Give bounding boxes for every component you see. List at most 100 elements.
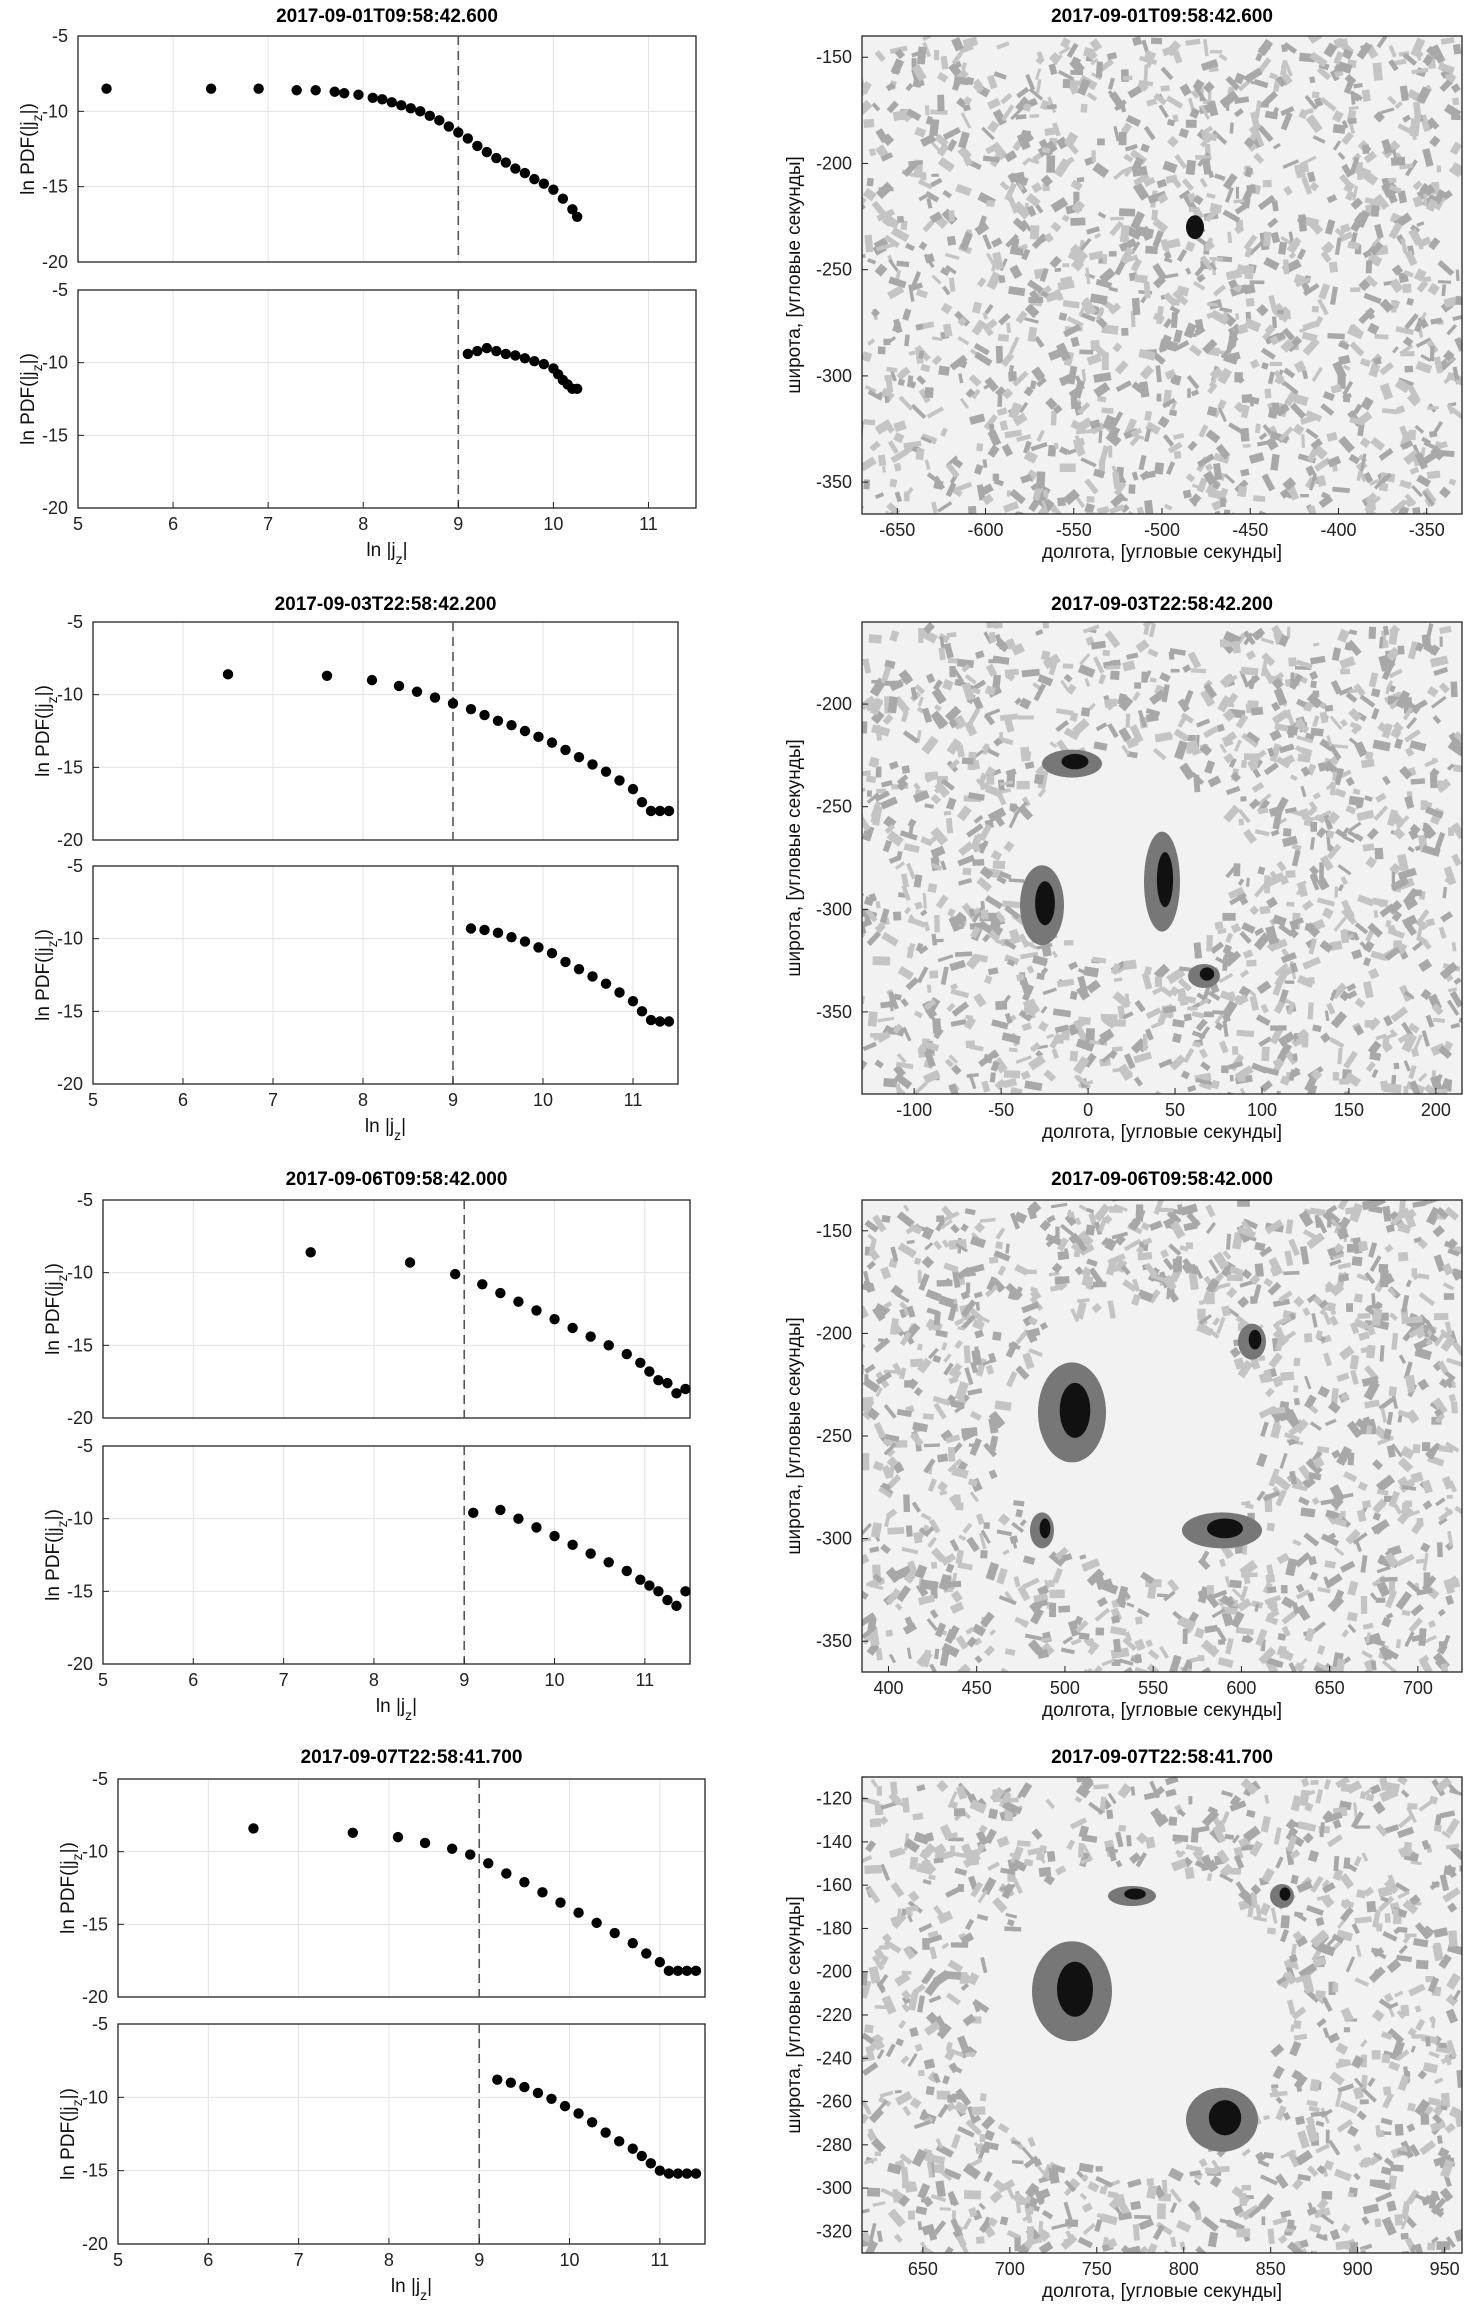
field-patch xyxy=(1352,931,1360,941)
field-patch xyxy=(1260,1003,1269,1014)
data-point xyxy=(510,163,521,174)
field-patch xyxy=(1241,759,1247,769)
field-patch xyxy=(1390,156,1406,166)
field-patch xyxy=(1077,1842,1085,1858)
field-patch xyxy=(1307,1849,1320,1863)
field-patch xyxy=(1332,1072,1340,1081)
field-patch xyxy=(1253,932,1271,951)
field-patch xyxy=(1378,482,1389,492)
field-patch xyxy=(1321,1895,1335,1909)
x-tick-label: 8 xyxy=(358,514,368,534)
field-patch xyxy=(901,1989,912,2001)
field-patch xyxy=(1379,1345,1385,1362)
field-patch xyxy=(1045,140,1058,153)
field-patch xyxy=(931,687,947,705)
field-patch xyxy=(1267,371,1275,385)
field-patch xyxy=(942,679,954,691)
field-patch xyxy=(1283,367,1296,379)
field-patch xyxy=(953,2101,969,2115)
field-patch xyxy=(1007,1797,1019,1803)
map-texture xyxy=(862,36,1462,514)
field-patch xyxy=(1365,260,1373,274)
field-patch xyxy=(999,780,1013,786)
data-point xyxy=(571,211,583,222)
field-patch xyxy=(1000,92,1013,105)
field-patch xyxy=(1334,886,1339,898)
field-patch xyxy=(936,2090,951,2100)
field-patch xyxy=(1196,718,1211,728)
field-patch xyxy=(1022,984,1035,1002)
field-patch xyxy=(974,650,985,659)
field-patch xyxy=(1356,1509,1367,1523)
field-patch xyxy=(1223,752,1235,764)
field-patch xyxy=(983,2170,993,2183)
field-patch xyxy=(1381,723,1393,739)
data-point xyxy=(635,1574,646,1585)
field-patch xyxy=(1164,368,1177,380)
data-point xyxy=(404,1257,416,1268)
y-tick-label: -300 xyxy=(816,899,852,919)
field-patch xyxy=(1305,216,1320,228)
field-patch xyxy=(943,1262,959,1273)
field-patch xyxy=(1145,1007,1162,1020)
field-patch xyxy=(894,491,903,503)
x-tick-label: 600 xyxy=(1226,1678,1256,1698)
field-patch xyxy=(1416,184,1436,201)
field-patch xyxy=(960,1290,971,1300)
data-point xyxy=(291,85,302,96)
field-patch xyxy=(1215,1627,1227,1643)
field-patch xyxy=(1246,1235,1257,1242)
field-patch xyxy=(1172,49,1183,64)
field-patch xyxy=(1322,2027,1330,2039)
field-patch xyxy=(1254,1241,1266,1252)
data-point xyxy=(690,1965,702,1977)
field-patch xyxy=(968,2207,978,2218)
field-patch xyxy=(983,1522,990,1529)
field-patch xyxy=(1031,1828,1043,1840)
field-patch xyxy=(1271,2084,1279,2089)
field-patch xyxy=(1209,261,1217,271)
field-patch xyxy=(1283,185,1293,196)
field-patch xyxy=(992,860,1006,870)
field-patch xyxy=(1204,1624,1219,1634)
field-patch xyxy=(1008,402,1023,420)
field-patch xyxy=(1337,864,1352,876)
field-patch xyxy=(1222,1020,1229,1037)
field-patch xyxy=(1366,827,1379,840)
field-patch xyxy=(1275,1856,1284,1869)
field-patch xyxy=(954,715,968,729)
field-patch xyxy=(1142,1033,1148,1051)
field-patch xyxy=(993,1250,1011,1262)
field-patch xyxy=(961,2244,973,2253)
field-patch xyxy=(1219,307,1233,313)
field-patch xyxy=(1182,664,1192,673)
field-patch xyxy=(1132,1278,1141,1292)
field-patch xyxy=(1397,190,1408,204)
field-patch xyxy=(924,1242,934,1251)
field-patch xyxy=(1345,776,1355,787)
field-patch xyxy=(1084,678,1091,687)
field-patch xyxy=(950,988,970,999)
field-patch xyxy=(1073,443,1086,457)
field-patch xyxy=(1073,1016,1088,1030)
field-patch xyxy=(886,830,904,847)
field-patch xyxy=(1090,339,1101,352)
x-tick-label: -50 xyxy=(988,1100,1014,1120)
pdf-title-4: 2017-09-07T22:58:41.700 xyxy=(301,1747,523,1768)
field-patch xyxy=(1182,1257,1197,1275)
field-patch xyxy=(1308,2105,1320,2113)
field-patch xyxy=(1351,723,1362,735)
field-patch xyxy=(863,419,876,426)
field-patch xyxy=(905,977,920,991)
field-patch xyxy=(1301,434,1306,448)
field-patch xyxy=(1439,625,1452,634)
data-point xyxy=(468,1507,479,1519)
field-patch xyxy=(1418,1800,1433,1812)
field-patch xyxy=(940,966,949,986)
field-patch xyxy=(1324,704,1334,712)
field-patch xyxy=(1185,119,1197,128)
field-patch xyxy=(1319,96,1337,112)
field-patch xyxy=(907,375,914,387)
field-patch xyxy=(862,932,866,941)
data-point xyxy=(549,1530,560,1542)
